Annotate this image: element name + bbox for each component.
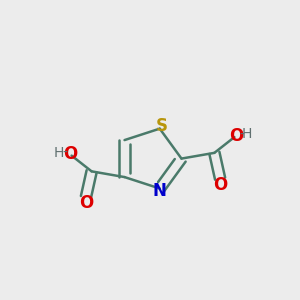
Text: O: O [229, 127, 243, 145]
Text: H: H [242, 127, 252, 141]
Text: -: - [62, 146, 67, 160]
Text: O: O [213, 176, 227, 194]
Text: N: N [153, 182, 167, 200]
Text: H: H [54, 146, 64, 160]
Text: -: - [239, 128, 244, 142]
Text: O: O [79, 194, 93, 212]
Text: S: S [156, 117, 168, 135]
Text: O: O [63, 145, 77, 163]
